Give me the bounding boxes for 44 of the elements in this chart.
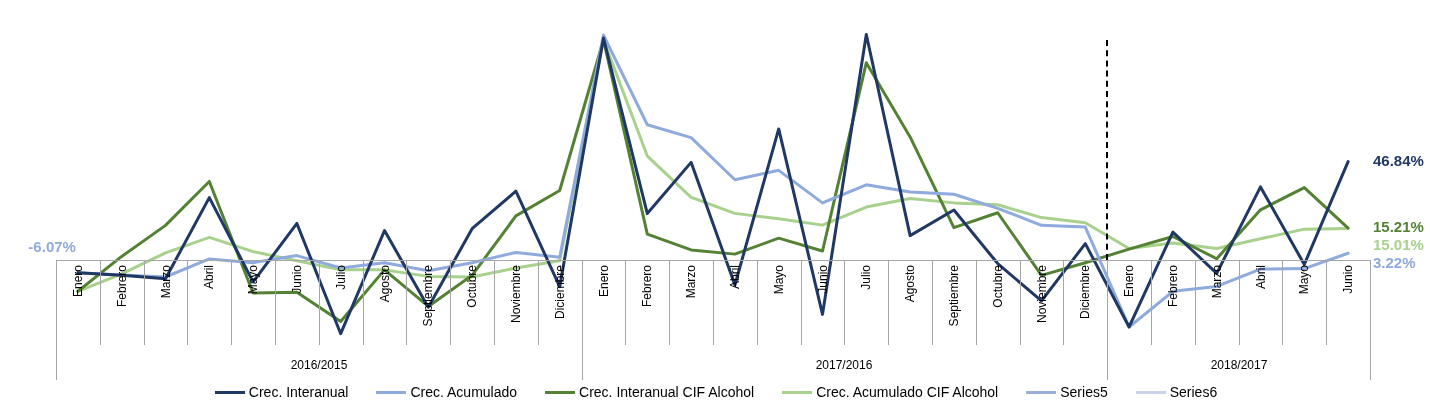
x-tick-label: Abril (202, 265, 216, 290)
x-tick-label: Octubre (991, 265, 1005, 308)
data-label: 15.01% (1373, 236, 1424, 254)
text: 2017/2016 (815, 358, 873, 372)
legend-label: Series6 (1169, 384, 1218, 400)
x-tick-label: Marzo (1210, 265, 1224, 299)
x-tick-label: Febrero (115, 265, 129, 308)
x-tick-label: Noviembre (1035, 265, 1049, 324)
x-tick-label: Febrero (640, 265, 654, 308)
legend-label: Crec. Acumulado CIF Alcohol (816, 384, 999, 400)
x-tick-label: Enero (597, 265, 611, 298)
x-tick-label: Junio (816, 265, 830, 294)
legend-label: Series5 (1060, 384, 1108, 400)
x-tick-label: Junio (1341, 265, 1355, 294)
x-tick-label: Enero (1122, 265, 1136, 298)
x-tick-label: Julio (859, 265, 873, 290)
x-tick-label: Julio (334, 265, 348, 290)
text: 2016/2015 (290, 358, 348, 372)
x-tick-label: Septiembre (947, 265, 961, 327)
text: 2018/2017 (1210, 358, 1268, 372)
data-label: 15.21% (1373, 218, 1424, 236)
x-tick-label: Octubre (465, 265, 479, 308)
x-tick-label: Diciembre (553, 265, 567, 320)
x-tick-label: Agosto (378, 265, 392, 303)
x-tick-label: Febrero (1166, 265, 1180, 308)
legend-label: Crec. Acumulado (410, 384, 518, 400)
x-tick-label: Diciembre (1078, 265, 1092, 320)
x-tick-label: Noviembre (509, 265, 523, 324)
legend-label: Crec. Interanual CIF Alcohol (579, 384, 755, 400)
data-label: -6.07% (28, 238, 76, 256)
x-tick-label: Abril (728, 265, 742, 290)
x-tick-label: Marzo (684, 265, 698, 299)
x-tick-label: Marzo (159, 265, 173, 299)
data-label: 46.84% (1373, 151, 1424, 169)
x-tick-label: Mayo (1297, 265, 1311, 295)
x-tick-label: Enero (71, 265, 85, 298)
x-tick-label: Junio (290, 265, 304, 294)
x-tick-label: Mayo (772, 265, 786, 295)
x-tick-label: Abril (1254, 265, 1268, 290)
data-label: 3.22% (1373, 254, 1416, 272)
legend-label: Crec. Interanual (248, 384, 349, 400)
x-tick-label: Septiembre (421, 265, 435, 327)
x-tick-label: Mayo (246, 265, 260, 295)
x-tick-label: Agosto (903, 265, 917, 303)
